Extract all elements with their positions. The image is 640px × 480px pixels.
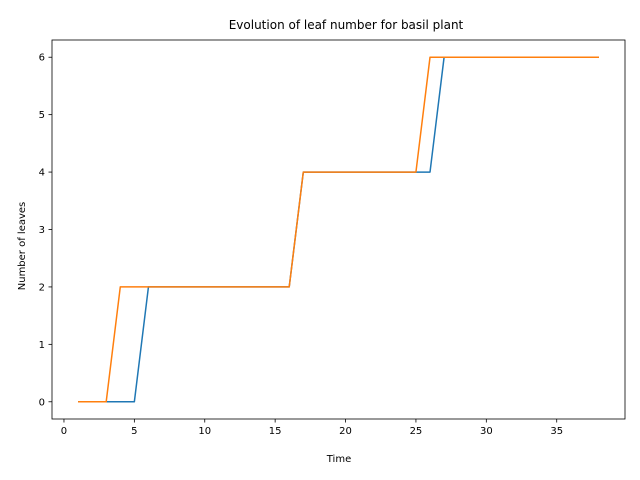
y-axis-label: Number of leaves <box>17 202 28 291</box>
x-tick-label: 15 <box>269 426 282 437</box>
x-tick-label: 20 <box>339 426 352 437</box>
plot-area <box>78 56 599 403</box>
x-tick-label: 5 <box>131 426 137 437</box>
x-tick-label: 10 <box>198 426 211 437</box>
y-tick-label: 6 <box>39 53 45 64</box>
y-tick-label: 4 <box>39 168 45 179</box>
x-tick-label: 25 <box>410 426 423 437</box>
x-axis-label: Time <box>326 454 351 465</box>
chart-title: Evolution of leaf number for basil plant <box>229 18 464 32</box>
x-axis: 0 5 10 15 20 25 30 35 <box>61 419 563 437</box>
x-tick-label: 30 <box>480 426 493 437</box>
x-tick-label: 0 <box>61 426 67 437</box>
x-tick-label: 35 <box>550 426 563 437</box>
y-tick-label: 5 <box>39 110 45 121</box>
series-line-2 <box>78 56 599 403</box>
y-tick-label: 0 <box>39 397 45 408</box>
y-axis: 0 1 2 3 4 5 6 <box>39 53 52 408</box>
plot-frame <box>51 39 626 420</box>
y-tick-label: 2 <box>39 282 45 293</box>
y-tick-label: 3 <box>39 225 45 236</box>
y-tick-label: 1 <box>39 340 45 351</box>
